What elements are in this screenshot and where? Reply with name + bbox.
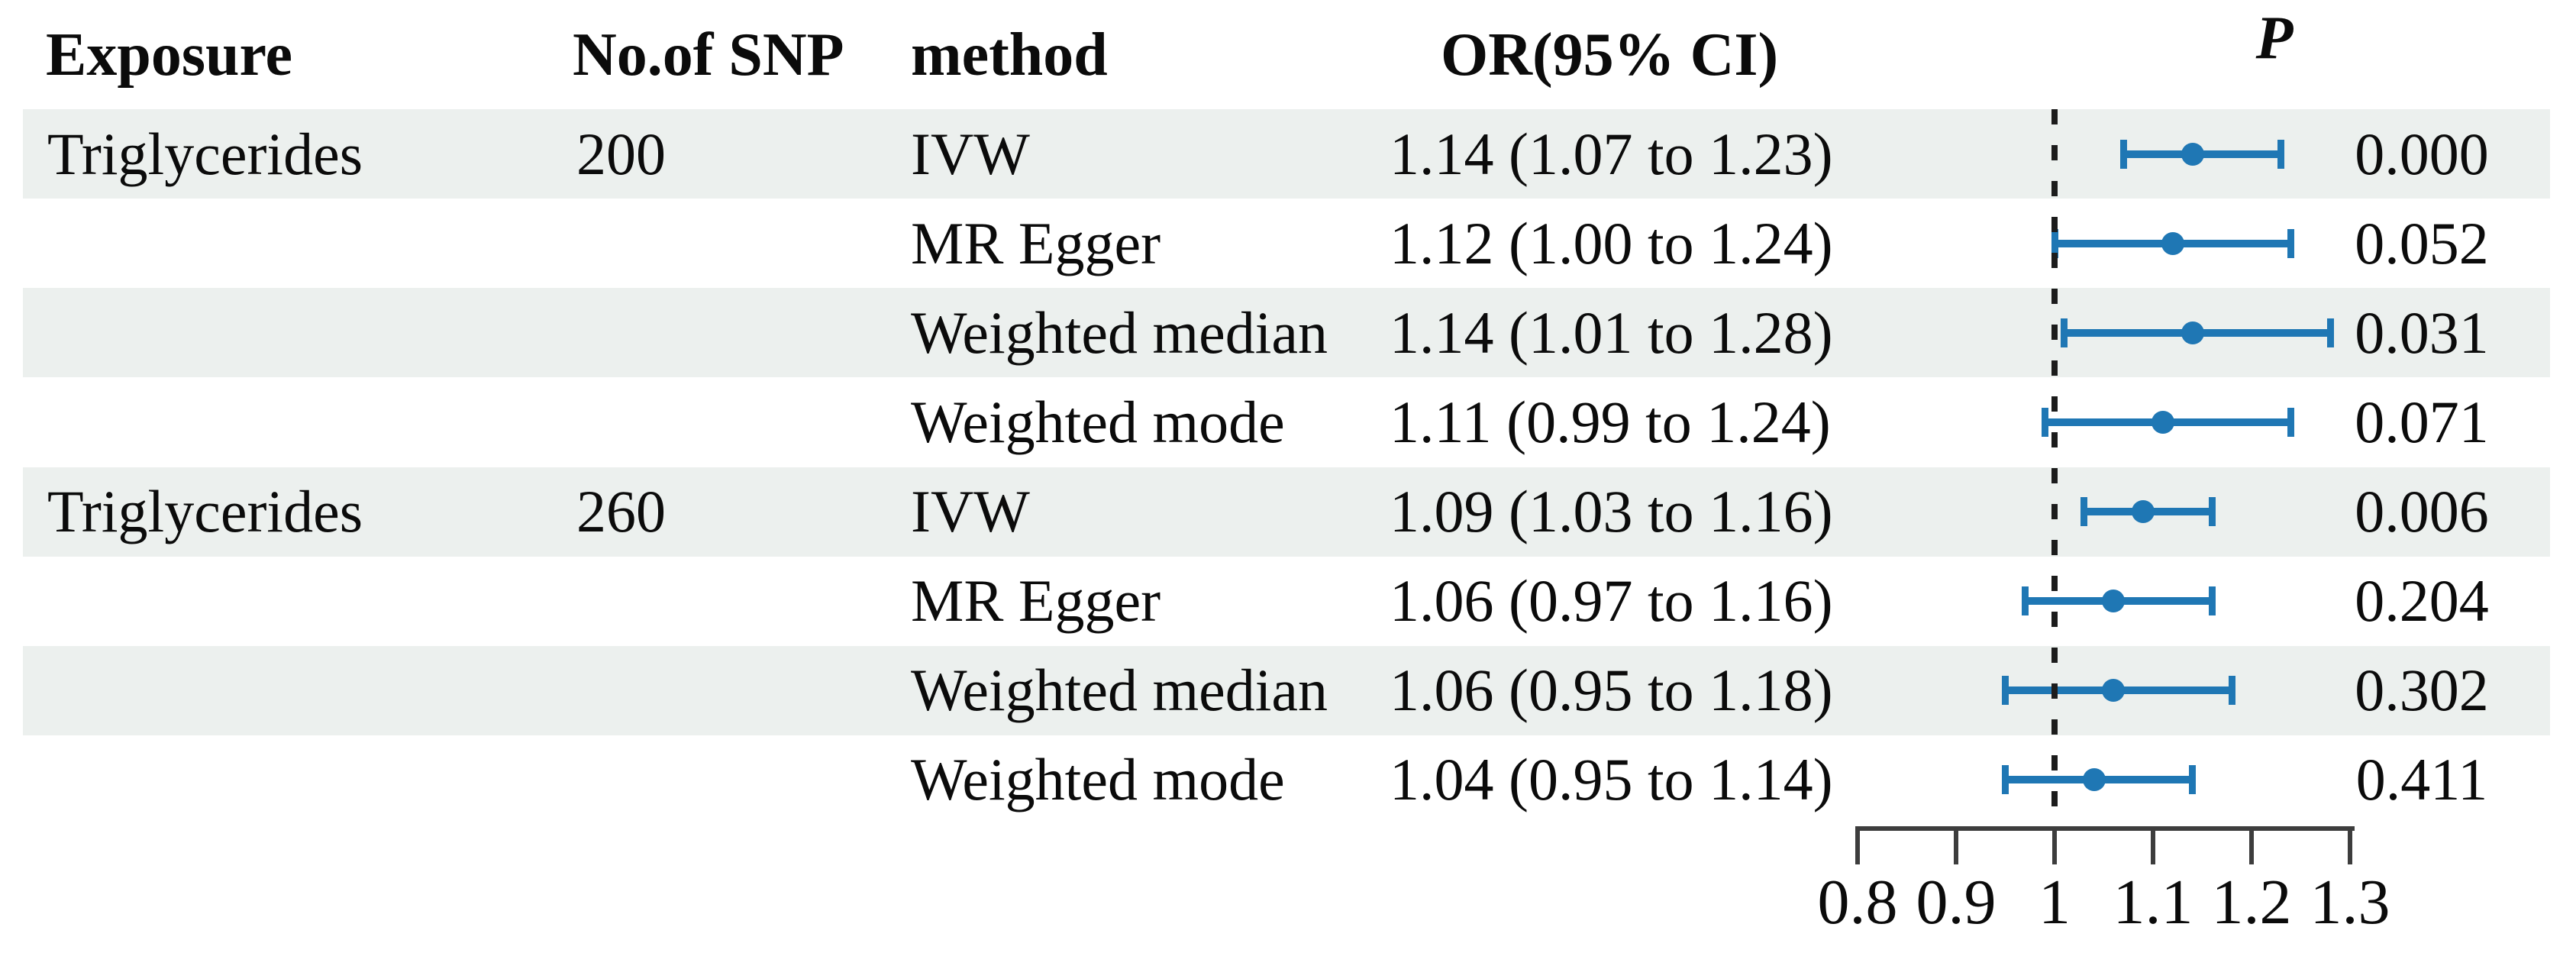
col-header-or-ci: OR(95% CI) bbox=[1441, 21, 1779, 89]
table-row: MR Egger 1.06 (0.97 to 1.16) 0.204 bbox=[0, 557, 2576, 646]
method-cell: Weighted median bbox=[911, 657, 1328, 724]
snp-cell: 200 bbox=[576, 120, 666, 187]
ci-cap-left bbox=[2002, 676, 2009, 706]
or-ci-cell: 1.11 (0.99 to 1.24) bbox=[1390, 388, 1831, 455]
table-row: Weighted median 1.14 (1.01 to 1.28) 0.031 bbox=[0, 288, 2576, 378]
ci-cap-right bbox=[2287, 407, 2295, 437]
x-axis-tick bbox=[2348, 826, 2352, 864]
or-ci-cell: 1.06 (0.97 to 1.16) bbox=[1390, 567, 1833, 635]
method-cell: Weighted mode bbox=[911, 746, 1285, 813]
x-axis-line bbox=[1858, 826, 2355, 831]
x-axis-tick bbox=[2249, 826, 2254, 864]
or-ci-cell: 1.14 (1.01 to 1.28) bbox=[1390, 299, 1833, 366]
or-marker bbox=[2151, 410, 2174, 434]
or-ci-cell: 1.14 (1.07 to 1.23) bbox=[1390, 120, 1833, 187]
method-cell: IVW bbox=[911, 120, 1030, 187]
or-marker bbox=[2102, 590, 2126, 613]
x-axis-tick bbox=[2151, 826, 2155, 864]
ci-cap-left bbox=[2080, 497, 2088, 527]
method-cell: IVW bbox=[911, 478, 1030, 545]
x-axis-tick bbox=[2052, 826, 2057, 864]
or-ci-cell: 1.09 (1.03 to 1.16) bbox=[1390, 478, 1833, 545]
x-axis-label: 0.8 bbox=[1817, 867, 1898, 938]
exposure-cell: Triglycerides bbox=[47, 120, 363, 187]
col-header-p: P bbox=[2255, 5, 2294, 72]
p-value-cell: 0.071 bbox=[2355, 388, 2489, 455]
table-row: Weighted mode 1.11 (0.99 to 1.24) 0.071 bbox=[0, 377, 2576, 467]
snp-cell: 260 bbox=[576, 478, 666, 545]
col-header-snp: No.of SNP bbox=[573, 21, 844, 89]
p-value-cell: 0.052 bbox=[2355, 209, 2489, 276]
reference-line bbox=[2051, 109, 2058, 827]
x-axis-label: 1.1 bbox=[2113, 867, 2193, 938]
or-ci-cell: 1.04 (0.95 to 1.14) bbox=[1390, 746, 1833, 813]
ci-cap-right bbox=[2228, 676, 2235, 706]
x-axis-label: 1 bbox=[2039, 867, 2071, 938]
or-marker bbox=[2132, 500, 2155, 524]
or-marker bbox=[2082, 768, 2106, 792]
table-row: Weighted mode 1.04 (0.95 to 1.14) 0.411 bbox=[0, 735, 2576, 825]
or-marker bbox=[2161, 231, 2184, 255]
ci-cap-right bbox=[2208, 497, 2216, 527]
p-value-cell: 0.411 bbox=[2355, 746, 2488, 813]
col-header-exposure: Exposure bbox=[46, 21, 293, 89]
method-cell: MR Egger bbox=[911, 209, 1161, 276]
table-row: Weighted median 1.06 (0.95 to 1.18) 0.302 bbox=[0, 645, 2576, 735]
ci-cap-right bbox=[2326, 318, 2334, 347]
ci-cap-left bbox=[2002, 765, 2009, 795]
ci-cap-left bbox=[2119, 139, 2127, 169]
or-ci-cell: 1.12 (1.00 to 1.24) bbox=[1390, 209, 1833, 276]
ci-cap-right bbox=[2287, 228, 2295, 258]
ci-cap-left bbox=[2061, 318, 2068, 347]
ci-cap-right bbox=[2277, 139, 2285, 169]
or-ci-cell: 1.06 (0.95 to 1.18) bbox=[1390, 657, 1833, 724]
table-row: MR Egger 1.12 (1.00 to 1.24) 0.052 bbox=[0, 199, 2576, 288]
x-axis-label: 0.9 bbox=[1916, 867, 1997, 938]
p-value-cell: 0.000 bbox=[2355, 120, 2489, 187]
or-marker bbox=[2181, 142, 2204, 166]
method-cell: Weighted mode bbox=[911, 388, 1285, 455]
ci-cap-left bbox=[2041, 407, 2048, 437]
method-cell: Weighted median bbox=[911, 299, 1328, 366]
x-axis-tick bbox=[1855, 826, 1860, 864]
x-axis-label: 1.2 bbox=[2211, 867, 2292, 938]
x-axis-label: 1.3 bbox=[2310, 867, 2390, 938]
table-row: Triglycerides 260 IVW 1.09 (1.03 to 1.16) 0.… bbox=[0, 467, 2576, 557]
p-value-cell: 0.031 bbox=[2355, 299, 2489, 366]
p-value-cell: 0.006 bbox=[2355, 478, 2489, 545]
ci-cap-left bbox=[2021, 586, 2029, 616]
ci-cap-right bbox=[2189, 765, 2197, 795]
table-row: Triglycerides 200 IVW 1.14 (1.07 to 1.23) 0.… bbox=[0, 109, 2576, 199]
p-value-cell: 0.204 bbox=[2355, 567, 2489, 635]
col-header-method: method bbox=[911, 21, 1108, 89]
or-marker bbox=[2181, 321, 2204, 344]
p-value-cell: 0.302 bbox=[2355, 657, 2489, 724]
or-marker bbox=[2102, 679, 2126, 703]
exposure-cell: Triglycerides bbox=[47, 478, 363, 545]
ci-cap-right bbox=[2208, 586, 2216, 616]
x-axis-tick bbox=[1954, 826, 1958, 864]
method-cell: MR Egger bbox=[911, 567, 1161, 635]
